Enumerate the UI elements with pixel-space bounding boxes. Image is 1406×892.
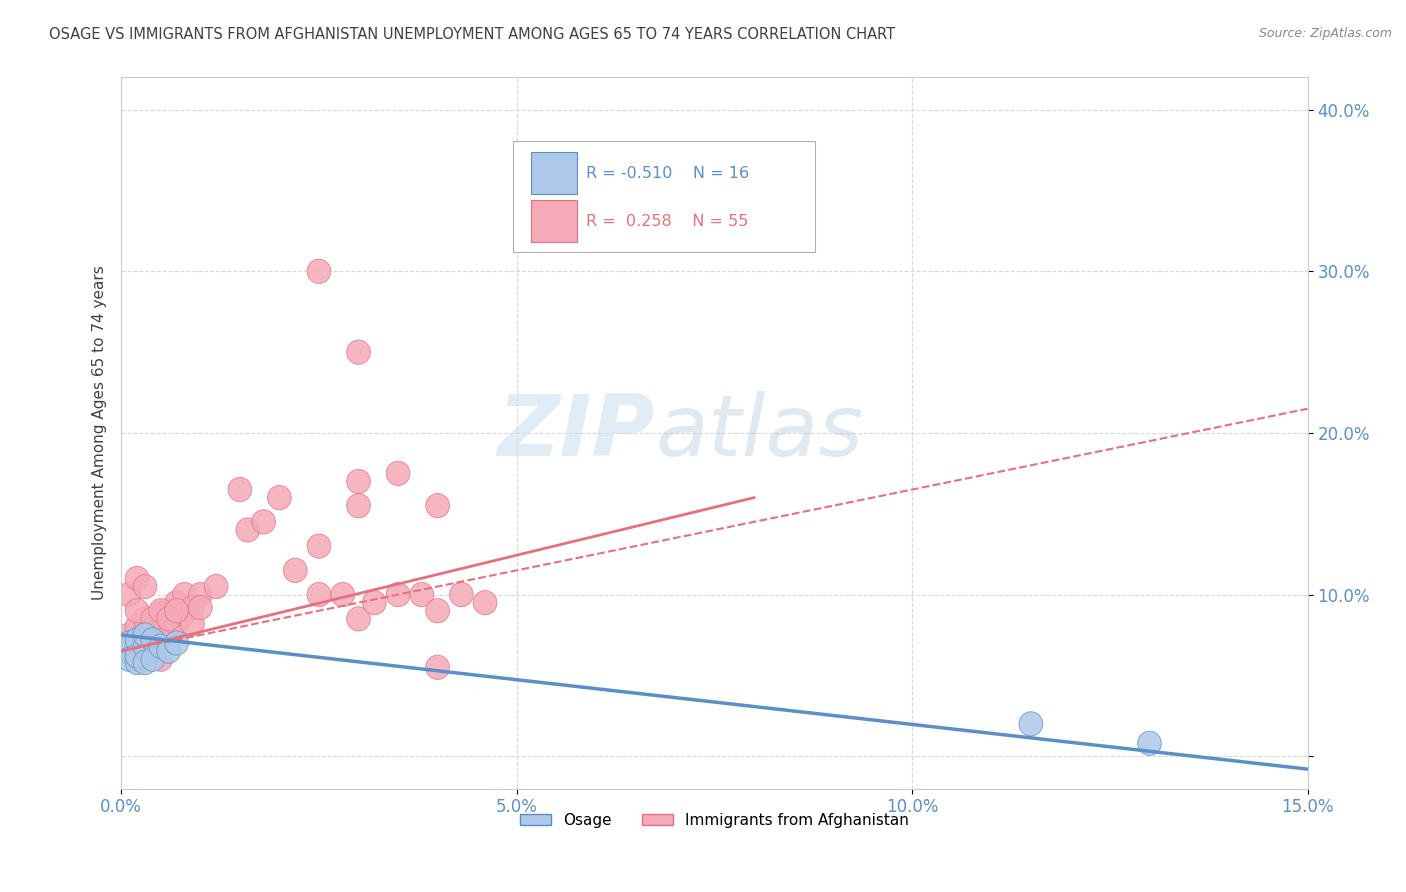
Ellipse shape [252,509,276,534]
Text: atlas: atlas [655,392,863,475]
Ellipse shape [157,599,180,623]
Ellipse shape [125,631,149,656]
Ellipse shape [188,582,212,607]
Legend: Osage, Immigrants from Afghanistan: Osage, Immigrants from Afghanistan [515,807,915,834]
Ellipse shape [426,599,450,623]
Ellipse shape [125,644,149,668]
Ellipse shape [141,647,165,672]
Ellipse shape [117,631,141,656]
Ellipse shape [347,340,370,364]
Ellipse shape [125,615,149,639]
Ellipse shape [117,647,141,672]
Ellipse shape [307,534,330,558]
Ellipse shape [149,634,173,658]
Text: ZIP: ZIP [498,392,655,475]
Ellipse shape [173,602,197,626]
Ellipse shape [157,607,180,631]
FancyBboxPatch shape [530,153,576,194]
Ellipse shape [149,647,173,672]
Ellipse shape [149,628,173,652]
Ellipse shape [157,618,180,642]
Ellipse shape [134,574,157,599]
Ellipse shape [134,634,157,658]
FancyBboxPatch shape [513,142,815,252]
FancyBboxPatch shape [530,201,576,243]
Ellipse shape [411,582,433,607]
Ellipse shape [134,650,157,674]
Ellipse shape [387,461,411,485]
Ellipse shape [125,650,149,674]
Ellipse shape [204,574,228,599]
Ellipse shape [347,493,370,518]
Ellipse shape [180,595,204,620]
Ellipse shape [228,477,252,501]
Ellipse shape [134,623,157,647]
Ellipse shape [165,631,188,656]
Ellipse shape [284,558,307,582]
Ellipse shape [180,612,204,636]
Ellipse shape [125,647,149,672]
Ellipse shape [117,639,141,664]
Ellipse shape [307,260,330,284]
Ellipse shape [134,607,157,631]
Ellipse shape [236,518,260,542]
Ellipse shape [173,582,197,607]
Ellipse shape [426,656,450,680]
Ellipse shape [165,612,188,636]
Ellipse shape [125,628,149,652]
Ellipse shape [165,599,188,623]
Text: Source: ZipAtlas.com: Source: ZipAtlas.com [1258,27,1392,40]
Text: R =  0.258    N = 55: R = 0.258 N = 55 [586,214,748,229]
Ellipse shape [134,639,157,664]
Text: OSAGE VS IMMIGRANTS FROM AFGHANISTAN UNEMPLOYMENT AMONG AGES 65 TO 74 YEARS CORR: OSAGE VS IMMIGRANTS FROM AFGHANISTAN UNE… [49,27,896,42]
Ellipse shape [165,591,188,615]
Text: R = -0.510    N = 16: R = -0.510 N = 16 [586,166,749,181]
Ellipse shape [141,628,165,652]
Ellipse shape [125,639,149,664]
Ellipse shape [149,599,173,623]
Ellipse shape [474,591,496,615]
Ellipse shape [141,612,165,636]
Ellipse shape [267,485,291,509]
Ellipse shape [117,582,141,607]
Ellipse shape [188,595,212,620]
Ellipse shape [114,639,136,664]
Y-axis label: Unemployment Among Ages 65 to 74 years: Unemployment Among Ages 65 to 74 years [93,266,107,600]
Ellipse shape [387,582,411,607]
Ellipse shape [307,582,330,607]
Ellipse shape [330,582,354,607]
Ellipse shape [149,602,173,626]
Ellipse shape [450,582,474,607]
Ellipse shape [426,493,450,518]
Ellipse shape [141,607,165,631]
Ellipse shape [134,623,157,647]
Ellipse shape [347,607,370,631]
Ellipse shape [117,623,141,647]
Ellipse shape [125,566,149,591]
Ellipse shape [125,599,149,623]
Ellipse shape [141,628,165,652]
Ellipse shape [363,591,387,615]
Ellipse shape [1137,731,1161,756]
Ellipse shape [347,469,370,493]
Ellipse shape [1019,712,1043,736]
Ellipse shape [157,639,180,664]
